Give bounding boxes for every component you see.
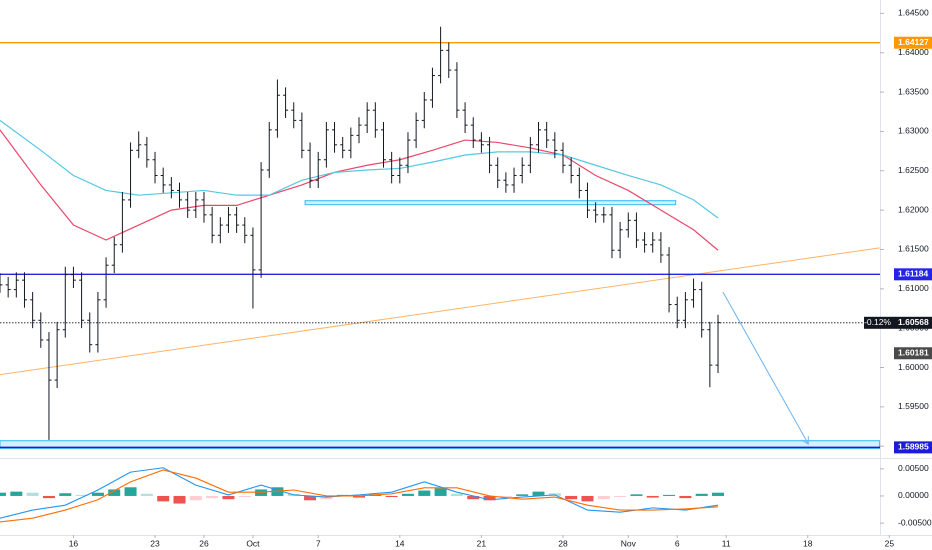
- price-marker-label: 1.60568: [898, 317, 929, 327]
- price-marker-label: 1.60181: [898, 348, 929, 358]
- x-tick-label: 25: [885, 538, 895, 548]
- price-marker: [894, 268, 932, 281]
- y-tick-label: 1.64000: [898, 47, 929, 57]
- histogram-bar: [140, 493, 153, 496]
- price-marker: [894, 441, 932, 454]
- moving-average: [0, 129, 719, 251]
- moving-average: [0, 119, 719, 219]
- histogram-bar: [26, 492, 39, 496]
- histogram-bar: [630, 494, 643, 496]
- price-marker: [894, 347, 932, 360]
- y-tick-label: 1.60000: [898, 362, 929, 372]
- macd-line: [0, 467, 719, 519]
- x-tick-label: Oct: [246, 538, 260, 548]
- x-tick-label: 14: [395, 538, 405, 548]
- histogram-bar: [91, 492, 104, 496]
- price-pane: [0, 26, 880, 450]
- histogram-bar: [565, 495, 578, 500]
- x-tick-label: 23: [150, 538, 160, 548]
- histogram-bar: [597, 495, 610, 500]
- histogram-bar: [10, 491, 23, 496]
- histogram-bar: [712, 492, 725, 496]
- histogram-bar: [532, 491, 545, 496]
- price-marker-label: 1.61184: [898, 269, 929, 279]
- histogram-bar: [401, 493, 414, 496]
- y-tick-label: 1.63000: [898, 126, 929, 136]
- histogram-bar: [581, 495, 594, 502]
- histogram-bar: [679, 495, 692, 499]
- x-tick-label: 21: [477, 538, 487, 548]
- histogram-bar: [483, 495, 496, 501]
- x-tick-label: 26: [199, 538, 209, 548]
- y-tick-label: 1.64500: [898, 8, 929, 18]
- histogram-bar: [75, 494, 88, 496]
- price-marker-label: 1.64127: [898, 37, 929, 47]
- x-tick-label: 16: [69, 538, 79, 548]
- histogram-bar: [59, 493, 72, 496]
- histogram-bar: [222, 495, 235, 500]
- projection-arrow: [722, 291, 808, 443]
- histogram-bar: [385, 495, 398, 498]
- y-tick-label: 1.59500: [898, 401, 929, 411]
- price-marker: [894, 36, 932, 49]
- histogram-bar: [173, 495, 186, 504]
- histogram-bar: [418, 490, 431, 496]
- x-tick-label: 18: [803, 538, 813, 548]
- histogram-bar: [467, 495, 480, 500]
- y-tick-label: -0.00500: [898, 517, 932, 527]
- price-marker-label: 1.58985: [898, 442, 929, 452]
- zone: [304, 200, 677, 206]
- macd-pane: [0, 467, 725, 523]
- histogram-bar: [189, 495, 202, 501]
- histogram-bar: [434, 488, 447, 496]
- histogram-bar: [42, 495, 55, 499]
- y-tick-label: 1.63500: [898, 86, 929, 96]
- histogram-bar: [695, 493, 708, 496]
- histogram-bar: [108, 489, 121, 496]
- zone: [0, 440, 880, 450]
- x-tick-label: 6: [675, 538, 680, 548]
- y-tick-label: 0.00000: [898, 490, 929, 500]
- x-tick-label: Nov: [621, 538, 637, 548]
- histogram-bar: [450, 493, 463, 496]
- histogram-bar: [157, 495, 170, 502]
- histogram-bar: [663, 494, 676, 496]
- y-tick-label: 1.62500: [898, 165, 929, 175]
- y-tick-label: 1.61500: [898, 244, 929, 254]
- histogram-bar: [238, 495, 251, 498]
- trendline: [0, 247, 880, 376]
- histogram-bar: [516, 494, 529, 496]
- x-tick-label: 7: [316, 538, 321, 548]
- x-tick-label: 11: [722, 538, 731, 548]
- y-tick-label: 0.00500: [898, 463, 929, 473]
- price-markers: 1.64127 1.61184 1.60568 -0.12% 1.60181 1.5898…: [864, 36, 932, 454]
- histogram-bar: [646, 495, 659, 498]
- axes: 1.64500 1.64000 1.63500 1.63000 1.62500 1.620…: [69, 8, 932, 549]
- change-label: -0.12%: [864, 317, 891, 327]
- y-tick-label: 1.62000: [898, 204, 929, 214]
- change-marker: [864, 316, 894, 329]
- y-tick-label: 1.61000: [898, 283, 929, 293]
- macd-line: [0, 469, 719, 523]
- histogram-bar: [353, 495, 366, 498]
- histogram-bar: [0, 492, 6, 496]
- histogram-bar: [614, 495, 627, 498]
- histogram-bar: [124, 487, 137, 496]
- histogram-bar: [206, 495, 219, 499]
- x-tick-label: 28: [558, 538, 568, 548]
- histogram-bar: [304, 495, 317, 501]
- price-marker: [894, 316, 932, 329]
